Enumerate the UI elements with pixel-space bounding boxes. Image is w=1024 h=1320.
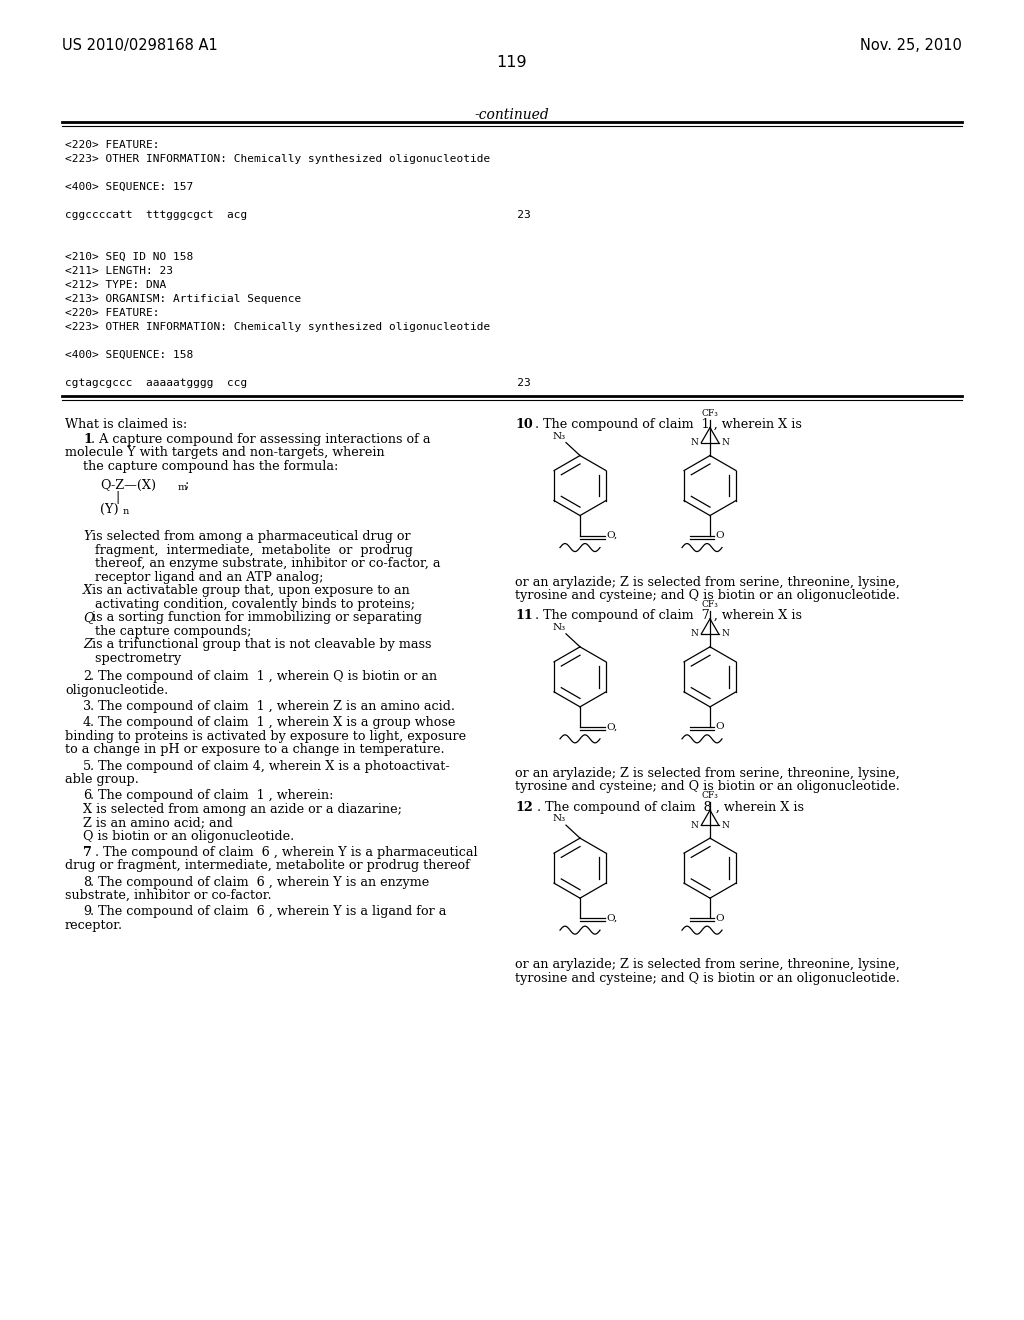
Text: X is selected from among an azide or a diazarine;: X is selected from among an azide or a d…: [83, 803, 401, 816]
Text: <220> FEATURE:: <220> FEATURE:: [65, 308, 160, 318]
Text: O,: O,: [606, 913, 617, 923]
Text: N: N: [690, 438, 698, 447]
Text: thereof, an enzyme substrate, inhibitor or co-factor, a: thereof, an enzyme substrate, inhibitor …: [83, 557, 440, 570]
Text: <212> TYPE: DNA: <212> TYPE: DNA: [65, 280, 166, 290]
Text: O,: O,: [606, 722, 617, 731]
Text: What is claimed is:: What is claimed is:: [65, 418, 187, 432]
Text: 8: 8: [83, 875, 91, 888]
Text: to a change in pH or exposure to a change in temperature.: to a change in pH or exposure to a chang…: [65, 743, 444, 756]
Text: X: X: [83, 583, 92, 597]
Text: N₃: N₃: [553, 814, 566, 824]
Text: substrate, inhibitor or co-factor.: substrate, inhibitor or co-factor.: [65, 890, 271, 902]
Text: O,: O,: [606, 531, 617, 540]
Text: . The compound of claim  6 , wherein Y is a pharmaceutical: . The compound of claim 6 , wherein Y is…: [95, 846, 477, 859]
Text: <213> ORGANISM: Artificial Sequence: <213> ORGANISM: Artificial Sequence: [65, 294, 301, 304]
Text: tyrosine and cysteine; and Q is biotin or an oligonucleotide.: tyrosine and cysteine; and Q is biotin o…: [515, 972, 900, 985]
Text: <223> OTHER INFORMATION: Chemically synthesized oligonucleotide: <223> OTHER INFORMATION: Chemically synt…: [65, 322, 490, 333]
Text: n: n: [123, 507, 129, 516]
Text: the capture compounds;: the capture compounds;: [83, 624, 251, 638]
Text: 6: 6: [83, 789, 91, 803]
Text: Z is an amino acid; and: Z is an amino acid; and: [83, 816, 232, 829]
Text: Q: Q: [83, 611, 93, 624]
Text: is selected from among a pharmaceutical drug or: is selected from among a pharmaceutical …: [88, 531, 411, 543]
Text: <400> SEQUENCE: 157: <400> SEQUENCE: 157: [65, 182, 194, 191]
Text: tyrosine and cysteine; and Q is biotin or an oligonucleotide.: tyrosine and cysteine; and Q is biotin o…: [515, 589, 900, 602]
Text: . The compound of claim  1 , wherein Z is an amino acid.: . The compound of claim 1 , wherein Z is…: [89, 700, 455, 713]
Text: receptor ligand and an ATP analog;: receptor ligand and an ATP analog;: [83, 570, 324, 583]
Text: Nov. 25, 2010: Nov. 25, 2010: [860, 38, 962, 53]
Text: |: |: [115, 491, 119, 504]
Text: the capture compound has the formula:: the capture compound has the formula:: [83, 459, 338, 473]
Text: . The compound of claim 4, wherein X is a photoactivat-: . The compound of claim 4, wherein X is …: [89, 759, 450, 772]
Text: tyrosine and cysteine; and Q is biotin or an oligonucleotide.: tyrosine and cysteine; and Q is biotin o…: [515, 780, 900, 793]
Text: . The compound of claim  1 , wherein X is a group whose: . The compound of claim 1 , wherein X is…: [89, 717, 455, 730]
Text: O: O: [715, 722, 724, 731]
Text: 10: 10: [515, 418, 532, 432]
Text: Q is biotin or an oligonucleotide.: Q is biotin or an oligonucleotide.: [83, 830, 294, 842]
Text: or an arylazide; Z is selected from serine, threonine, lysine,: or an arylazide; Z is selected from seri…: [515, 576, 900, 589]
Text: able group.: able group.: [65, 774, 139, 785]
Text: . The compound of claim  8 , wherein X is: . The compound of claim 8 , wherein X is: [537, 801, 804, 813]
Text: fragment,  intermediate,  metabolite  or  prodrug: fragment, intermediate, metabolite or pr…: [83, 544, 413, 557]
Text: O: O: [715, 913, 724, 923]
Text: m: m: [178, 483, 187, 492]
Text: drug or fragment, intermediate, metabolite or prodrug thereof: drug or fragment, intermediate, metaboli…: [65, 859, 470, 873]
Text: . A capture compound for assessing interactions of a: . A capture compound for assessing inter…: [91, 433, 430, 446]
Text: . The compound of claim  6 , wherein Y is a ligand for a: . The compound of claim 6 , wherein Y is…: [89, 906, 445, 919]
Text: <220> FEATURE:: <220> FEATURE:: [65, 140, 160, 150]
Text: 119: 119: [497, 55, 527, 70]
Text: <211> LENGTH: 23: <211> LENGTH: 23: [65, 267, 173, 276]
Text: . The compound of claim  6 , wherein Y is an enzyme: . The compound of claim 6 , wherein Y is…: [89, 875, 429, 888]
Text: or an arylazide; Z is selected from serine, threonine, lysine,: or an arylazide; Z is selected from seri…: [515, 958, 900, 972]
Text: is a sorting function for immobilizing or separating: is a sorting function for immobilizing o…: [88, 611, 422, 624]
Text: oligonucleotide.: oligonucleotide.: [65, 684, 168, 697]
Text: receptor.: receptor.: [65, 919, 123, 932]
Text: 12: 12: [515, 801, 532, 813]
Text: CF₃: CF₃: [701, 791, 719, 800]
Text: Z: Z: [83, 638, 92, 651]
Text: cgtagcgccc  aaaaatgggg  ccg                                        23: cgtagcgccc aaaaatgggg ccg 23: [65, 378, 530, 388]
Text: . The compound of claim  7 , wherein X is: . The compound of claim 7 , wherein X is: [535, 610, 802, 622]
Text: 7: 7: [83, 846, 92, 859]
Text: . The compound of claim  1 , wherein X is: . The compound of claim 1 , wherein X is: [535, 418, 802, 432]
Text: ;: ;: [185, 479, 189, 492]
Text: <223> OTHER INFORMATION: Chemically synthesized oligonucleotide: <223> OTHER INFORMATION: Chemically synt…: [65, 154, 490, 164]
Text: 11: 11: [515, 610, 532, 622]
Text: . The compound of claim  1 , wherein Q is biotin or an: . The compound of claim 1 , wherein Q is…: [89, 671, 436, 684]
Text: 1: 1: [83, 433, 92, 446]
Text: <400> SEQUENCE: 158: <400> SEQUENCE: 158: [65, 350, 194, 360]
Text: . The compound of claim  1 , wherein:: . The compound of claim 1 , wherein:: [89, 789, 333, 803]
Text: US 2010/0298168 A1: US 2010/0298168 A1: [62, 38, 218, 53]
Text: 4: 4: [83, 717, 91, 730]
Text: -continued: -continued: [475, 108, 549, 121]
Text: N: N: [722, 821, 729, 830]
Text: 2: 2: [83, 671, 91, 684]
Text: activating condition, covalently binds to proteins;: activating condition, covalently binds t…: [83, 598, 415, 611]
Text: 3: 3: [83, 700, 91, 713]
Text: N: N: [690, 630, 698, 639]
Text: spectrometry: spectrometry: [83, 652, 181, 664]
Text: Y: Y: [83, 531, 91, 543]
Text: CF₃: CF₃: [701, 599, 719, 609]
Text: 9: 9: [83, 906, 91, 919]
Text: is an activatable group that, upon exposure to an: is an activatable group that, upon expos…: [88, 583, 410, 597]
Text: N: N: [722, 630, 729, 639]
Text: N: N: [722, 438, 729, 447]
Text: (Y): (Y): [100, 503, 119, 516]
Text: cggccccatt  tttgggcgct  acg                                        23: cggccccatt tttgggcgct acg 23: [65, 210, 530, 220]
Text: 5: 5: [83, 759, 91, 772]
Text: CF₃: CF₃: [701, 409, 719, 417]
Text: or an arylazide; Z is selected from serine, threonine, lysine,: or an arylazide; Z is selected from seri…: [515, 767, 900, 780]
Text: O: O: [715, 531, 724, 540]
Text: molecule Y with targets and non-targets, wherein: molecule Y with targets and non-targets,…: [65, 446, 385, 459]
Text: Q-Z—(X): Q-Z—(X): [100, 479, 156, 492]
Text: is a trifunctional group that is not cleavable by mass: is a trifunctional group that is not cle…: [88, 638, 432, 651]
Text: N: N: [690, 821, 698, 830]
Text: N₃: N₃: [553, 623, 566, 632]
Text: N₃: N₃: [553, 432, 566, 441]
Text: binding to proteins is activated by exposure to light, exposure: binding to proteins is activated by expo…: [65, 730, 466, 743]
Text: <210> SEQ ID NO 158: <210> SEQ ID NO 158: [65, 252, 194, 261]
